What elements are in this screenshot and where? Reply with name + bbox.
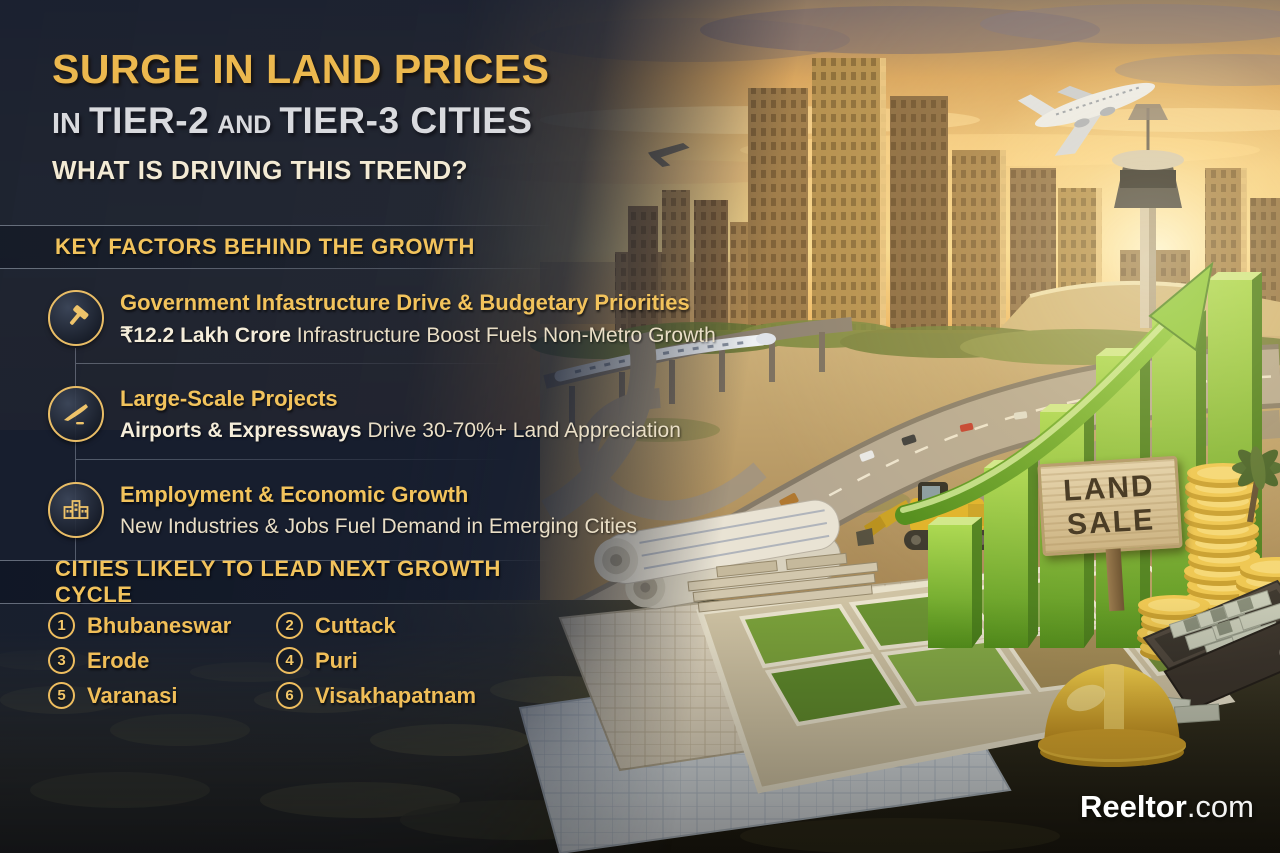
title-word-and: AND: [217, 111, 272, 139]
section-heading-key-factors: KEY FACTORS BEHIND THE GROWTH: [0, 225, 552, 269]
factor-item-projects: Large-Scale Projects Airports & Expressw…: [48, 386, 681, 443]
title-word-tier3: TIER-3 CITIES: [279, 100, 533, 141]
timeline-connector: [75, 348, 76, 560]
city-name: Varanasi: [87, 682, 178, 708]
factor-detail: ₹12.2 Lakh Crore Infrastructure Boost Fu…: [120, 324, 716, 347]
factor-item-employment: Employment & Economic Growth New Industr…: [48, 482, 637, 539]
city-name: Puri: [315, 647, 358, 673]
factor-item-infrastructure: Government Infastructure Drive & Budgeta…: [48, 290, 716, 348]
city-item-visakhapatnam: 6 Visakhapatnam: [276, 682, 556, 709]
city-name: Cuttack: [315, 612, 396, 638]
city-name: Bhubaneswar: [87, 612, 232, 638]
city-number-badge: 5: [48, 682, 75, 709]
title-word-tier2: TIER-2: [89, 100, 210, 141]
factor-text: Large-Scale Projects Airports & Expressw…: [120, 386, 681, 443]
page-title: SURGE IN LAND PRICES: [52, 46, 550, 92]
city-item-erode: 3 Erode: [48, 647, 276, 674]
city-number-badge: 1: [48, 612, 75, 639]
brand-logo: Reeltor.com: [1080, 789, 1254, 825]
separator-line: [76, 459, 546, 460]
factor-detail: Airports & Expressways Drive 30-70%+ Lan…: [120, 419, 681, 442]
city-number-badge: 6: [276, 682, 303, 709]
city-item-varanasi: 5 Varanasi: [48, 682, 276, 709]
city-number-badge: 4: [276, 647, 303, 674]
cities-heading-text: CITIES LIKELY TO LEAD NEXT GROWTH CYCLE: [55, 556, 501, 607]
factor-text: Government Infastructure Drive & Budgeta…: [120, 290, 716, 348]
title-line-tiers: IN TIER-2 AND TIER-3 CITIES: [52, 100, 550, 142]
city-item-puri: 4 Puri: [276, 647, 556, 674]
city-item-cuttack: 2 Cuttack: [276, 612, 556, 639]
brand-name: Reeltor: [1080, 789, 1187, 824]
cities-grid: 1 Bhubaneswar 2 Cuttack 3 Erode 4 Puri 5…: [48, 612, 556, 709]
city-number-badge: 3: [48, 647, 75, 674]
separator-line: [76, 363, 546, 364]
factor-text: Employment & Economic Growth New Industr…: [120, 482, 637, 539]
title-block: SURGE IN LAND PRICES IN TIER-2 AND TIER-3 C…: [52, 46, 550, 186]
key-factors-heading-text: KEY FACTORS BEHIND THE GROWTH: [55, 234, 475, 259]
factory-icon: [48, 482, 104, 538]
brand-tld: .com: [1186, 789, 1254, 824]
section-heading-cities: CITIES LIKELY TO LEAD NEXT GROWTH CYCLE: [0, 556, 552, 607]
factor-title: Large-Scale Projects: [120, 386, 338, 411]
city-number-badge: 2: [276, 612, 303, 639]
title-word-in: IN: [52, 108, 81, 140]
factor-detail: New Industries & Jobs Fuel Demand in Eme…: [120, 515, 638, 538]
airplane-takeoff-icon: [48, 386, 104, 442]
city-name: Erode: [87, 647, 150, 673]
factor-title: Government Infastructure Drive & Budgeta…: [120, 290, 690, 315]
factor-title: Employment & Economic Growth: [120, 482, 469, 507]
city-item-bhubaneswar: 1 Bhubaneswar: [48, 612, 276, 639]
question-subtitle: WHAT IS DRIVING THIS TREND?: [52, 155, 469, 185]
city-name: Visakhapatnam: [315, 682, 477, 708]
hammer-icon: [48, 290, 104, 346]
